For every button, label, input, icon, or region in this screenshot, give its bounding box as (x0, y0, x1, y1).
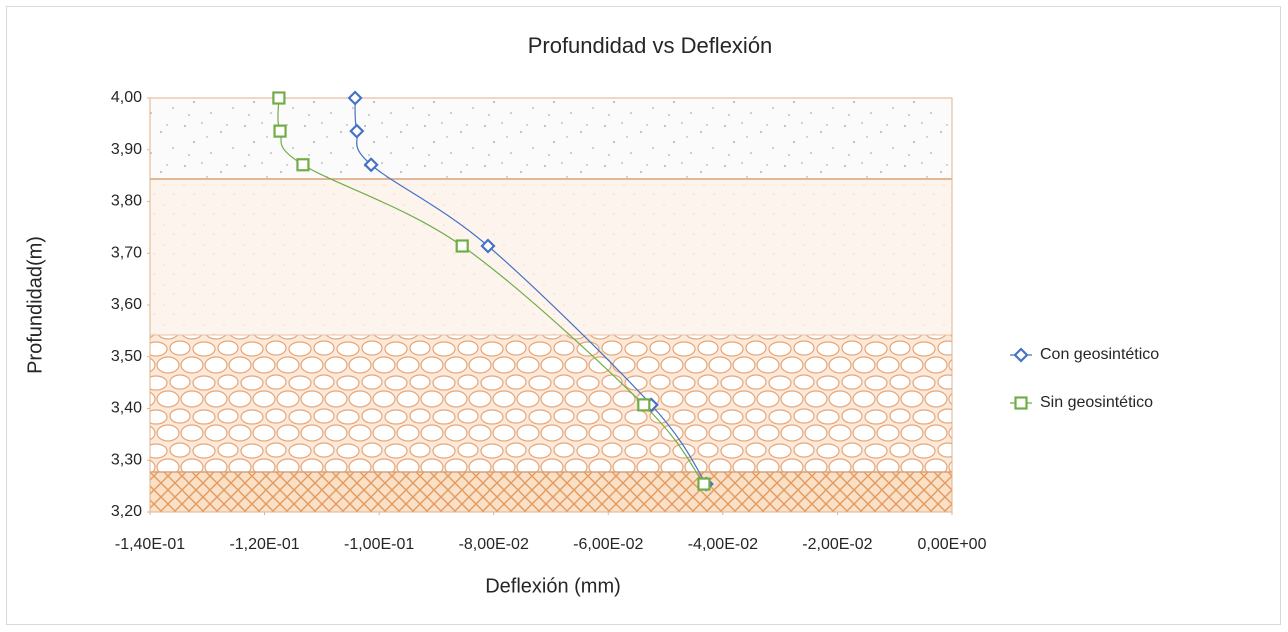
data-point (697, 477, 711, 491)
data-point (480, 238, 496, 254)
y-tick-label: 3,70 (111, 244, 142, 261)
y-tick-label: 3,50 (111, 348, 142, 365)
data-point (347, 90, 363, 106)
x-tick-label: 0,00E+00 (918, 536, 987, 553)
data-point (455, 239, 469, 253)
data-point (272, 91, 286, 105)
data-point (637, 398, 651, 412)
y-tick-label: 3,90 (111, 141, 142, 158)
x-tick-label: -8,00E-02 (459, 536, 529, 553)
soil-layers (149, 97, 953, 513)
y-tick-label: 3,40 (111, 400, 142, 417)
data-point (363, 157, 379, 173)
y-tick-label: 3,20 (111, 503, 142, 520)
data-point (273, 124, 287, 138)
data-point (296, 158, 310, 172)
y-tick-label: 3,80 (111, 193, 142, 210)
y-axis-title: Profundidad(m) (24, 236, 46, 374)
layer-hatch (150, 472, 952, 512)
x-axis-title: Deflexión (mm) (485, 575, 621, 597)
legend-label: Sin geosintético (1040, 394, 1153, 411)
data-point (349, 123, 365, 139)
layer-sand (150, 98, 952, 179)
y-tick-label: 4,00 (111, 89, 142, 106)
x-tick-label: -1,20E-01 (229, 536, 299, 553)
y-tick-label: 3,30 (111, 451, 142, 468)
y-tick-label: 3,60 (111, 296, 142, 313)
layer-cobble (150, 335, 952, 472)
x-tick-label: -6,00E-02 (573, 536, 643, 553)
legend-marker (1014, 396, 1028, 410)
layer-fine (150, 179, 952, 335)
chart-title: Profundidad vs Deflexión (528, 33, 773, 58)
legend-label: Con geosintético (1040, 346, 1159, 363)
x-tick-label: -1,00E-01 (344, 536, 414, 553)
x-tick-label: -4,00E-02 (688, 536, 758, 553)
x-tick-label: -2,00E-02 (802, 536, 872, 553)
x-tick-label: -1,40E-01 (115, 536, 185, 553)
legend-marker (1013, 347, 1029, 363)
